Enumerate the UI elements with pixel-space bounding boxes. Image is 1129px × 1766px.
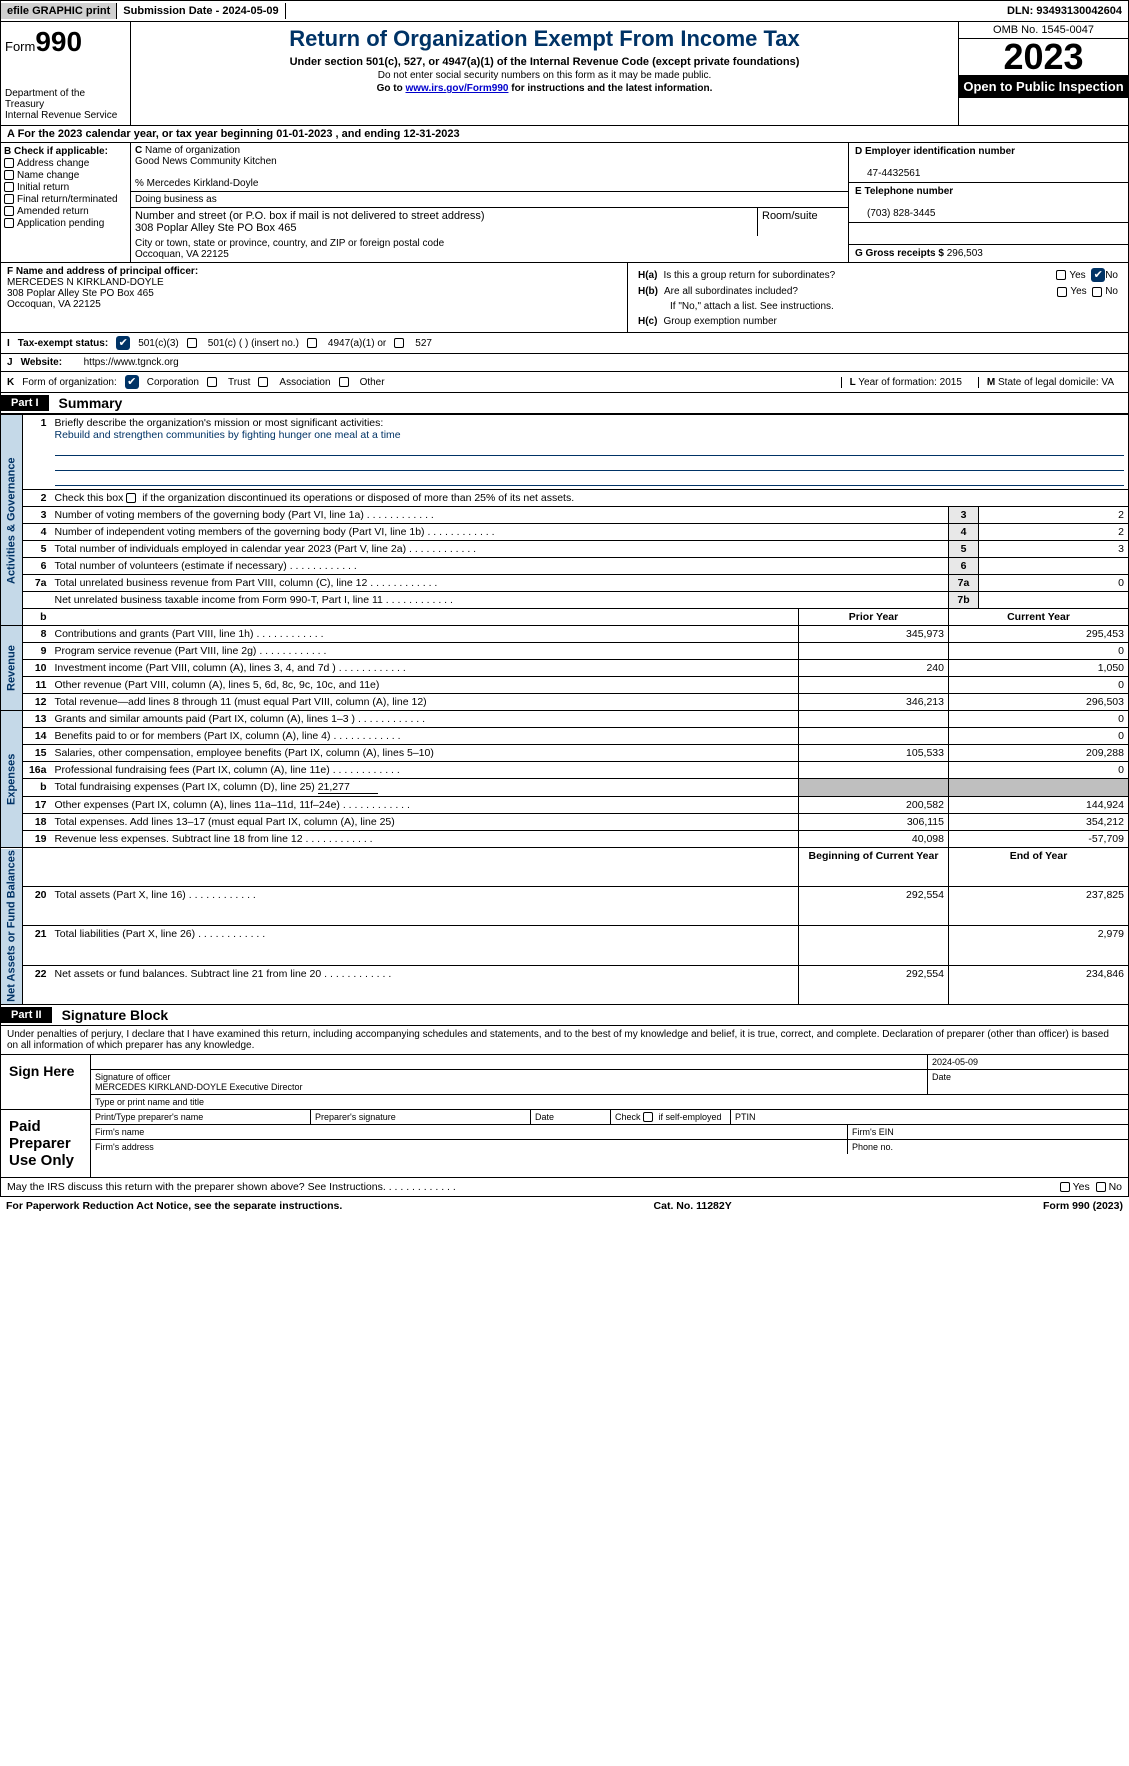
val-4: 2 (979, 524, 1129, 541)
val-6 (979, 558, 1129, 575)
h-b: H(b)Are all subordinates included?Yes No (634, 284, 1122, 299)
dept-treasury: Department of the Treasury (5, 88, 126, 110)
topbar: efile GRAPHIC print Submission Date - 20… (0, 0, 1129, 22)
org-name: Good News Community Kitchen (135, 156, 277, 167)
cb-501c[interactable] (187, 338, 197, 348)
part1-header: Part ISummary (0, 393, 1129, 414)
line-j: JWebsite: https://www.tgnck.org (0, 354, 1129, 372)
col-c: C Name of organizationGood News Communit… (131, 143, 848, 262)
part1-table: Activities & Governance 1 Briefly descri… (0, 414, 1129, 1005)
dln: DLN: 93493130042604 (1001, 3, 1128, 19)
cb-amended-return[interactable]: Amended return (4, 206, 127, 217)
care-of: % Mercedes Kirkland-Doyle (135, 178, 258, 189)
mission-text: Rebuild and strengthen communities by fi… (55, 429, 401, 441)
ein: 47-4432561 (855, 168, 920, 179)
side-net-assets: Net Assets or Fund Balances (1, 848, 23, 1005)
cb-final-return[interactable]: Final return/terminated (4, 194, 127, 205)
line-klm: K Form of organization: ✔Corporation Tru… (0, 372, 1129, 393)
h-note: If "No," attach a list. See instructions… (634, 299, 1122, 314)
form-title: Return of Organization Exempt From Incom… (135, 26, 954, 52)
street: 308 Poplar Alley Ste PO Box 465 (135, 222, 296, 234)
submission-date: Submission Date - 2024-05-09 (117, 3, 285, 19)
irs-label: Internal Revenue Service (5, 110, 126, 121)
city-state-zip: Occoquan, VA 22125 (135, 249, 229, 260)
cb-discuss-no[interactable] (1096, 1182, 1106, 1192)
officer-addr2: Occoquan, VA 22125 (7, 299, 101, 310)
side-expenses: Expenses (1, 711, 23, 848)
h-c: H(c)Group exemption number (634, 314, 1122, 329)
footer: For Paperwork Reduction Act Notice, see … (0, 1197, 1129, 1215)
sign-date: 2024-05-09 (928, 1055, 1128, 1069)
cb-4947[interactable] (307, 338, 317, 348)
cb-name-change[interactable]: Name change (4, 170, 127, 181)
val-7b (979, 592, 1129, 609)
form-number: Form990 (5, 26, 126, 58)
efile-print-button[interactable]: efile GRAPHIC print (1, 3, 117, 19)
year-formation: 2015 (940, 377, 962, 388)
cb-corporation[interactable]: ✔ (125, 375, 139, 389)
discuss-row: May the IRS discuss this return with the… (0, 1178, 1129, 1197)
line-i: ITax-exempt status: ✔501(c)(3) 501(c) ( … (0, 333, 1129, 354)
paid-preparer-block: Paid Preparer Use Only Print/Type prepar… (0, 1110, 1129, 1178)
cb-527[interactable] (394, 338, 404, 348)
val-5: 3 (979, 541, 1129, 558)
open-inspection: Open to Public Inspection (959, 75, 1128, 98)
officer-signature: MERCEDES KIRKLAND-DOYLE Executive Direct… (95, 1082, 303, 1092)
ssn-warning: Do not enter social security numbers on … (135, 70, 954, 81)
website-url[interactable]: https://www.tgnck.org (84, 357, 179, 368)
section-bcd: B Check if applicable: Address change Na… (0, 143, 1129, 263)
val-7a: 0 (979, 575, 1129, 592)
irs-link[interactable]: www.irs.gov/Form990 (405, 83, 508, 94)
form-header: Form990 Department of the Treasury Inter… (0, 22, 1129, 126)
declaration-text: Under penalties of perjury, I declare th… (0, 1026, 1129, 1055)
officer-name: MERCEDES N KIRKLAND-DOYLE (7, 277, 164, 288)
sign-here-block: Sign Here 2024-05-09 Signature of office… (0, 1055, 1129, 1110)
cb-discuss-yes[interactable] (1060, 1182, 1070, 1192)
hdr-current-year: Current Year (949, 609, 1129, 626)
line-a: A For the 2023 calendar year, or tax yea… (0, 126, 1129, 143)
section-fh: F Name and address of principal officer:… (0, 263, 1129, 333)
cb-other[interactable] (339, 377, 349, 387)
gross-receipts: 296,503 (947, 248, 983, 259)
val-3: 2 (979, 507, 1129, 524)
cb-501c3[interactable]: ✔ (116, 336, 130, 350)
cb-association[interactable] (258, 377, 268, 387)
hdr-prior-year: Prior Year (799, 609, 949, 626)
cb-application-pending[interactable]: Application pending (4, 218, 127, 229)
tax-year: 2023 (959, 39, 1128, 75)
officer-addr1: 308 Poplar Alley Ste PO Box 465 (7, 288, 154, 299)
form-subtitle: Under section 501(c), 527, or 4947(a)(1)… (135, 56, 954, 68)
part2-header: Part IISignature Block (0, 1005, 1129, 1026)
side-revenue: Revenue (1, 626, 23, 711)
cb-initial-return[interactable]: Initial return (4, 182, 127, 193)
state-domicile: VA (1101, 377, 1114, 388)
side-governance: Activities & Governance (1, 415, 23, 626)
cb-address-change[interactable]: Address change (4, 158, 127, 169)
col-b: B Check if applicable: Address change Na… (1, 143, 131, 262)
goto-link-row: Go to www.irs.gov/Form990 for instructio… (135, 83, 954, 94)
cb-trust[interactable] (207, 377, 217, 387)
h-a: H(a)Is this a group return for subordina… (634, 266, 1122, 284)
col-deg: D Employer identification number47-44325… (848, 143, 1128, 262)
telephone: (703) 828-3445 (855, 208, 935, 219)
